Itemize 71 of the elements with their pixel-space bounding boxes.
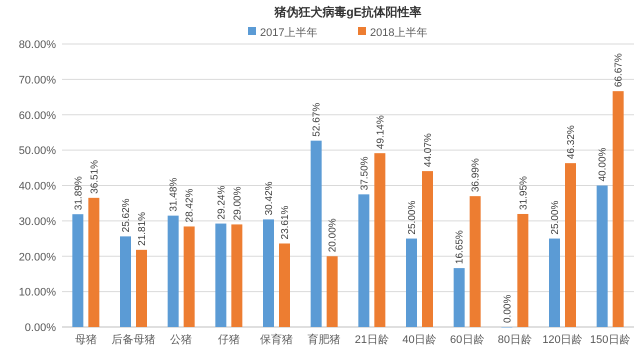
- data-label: 25.62%: [121, 198, 132, 232]
- legend-label: 2017上半年: [260, 26, 318, 39]
- x-tick-label: 仔猪: [218, 333, 240, 346]
- data-label: 30.42%: [264, 181, 275, 216]
- bar: [136, 250, 147, 327]
- y-tick-label: 0.00%: [24, 322, 56, 334]
- bar: [374, 153, 386, 327]
- data-label: 52.67%: [312, 102, 323, 137]
- bar: [120, 236, 131, 327]
- bar: [358, 194, 370, 327]
- bar: [326, 256, 338, 327]
- x-tick-label: 150日龄: [590, 334, 630, 346]
- bar: [454, 268, 465, 327]
- x-tick-label: 保育猪: [260, 333, 293, 346]
- data-label: 40.00%: [598, 147, 609, 182]
- data-label: 23.61%: [280, 205, 291, 240]
- data-label: 31.89%: [73, 176, 84, 210]
- y-tick-label: 80.00%: [18, 39, 56, 51]
- data-label: 37.50%: [359, 156, 370, 190]
- bar: [88, 198, 100, 327]
- y-tick-label: 50.00%: [18, 145, 56, 158]
- legend-label: 2018上半年: [370, 26, 428, 39]
- bar: [517, 214, 528, 327]
- bar: [612, 91, 624, 327]
- x-tick-label: 80日龄: [498, 334, 532, 346]
- bar: [310, 140, 322, 327]
- y-tick-label: 70.00%: [18, 74, 56, 86]
- bar: [596, 186, 608, 327]
- data-label: 16.65%: [454, 230, 466, 264]
- data-label: 49.14%: [375, 115, 386, 150]
- x-tick-label: 育肥猪: [308, 333, 341, 346]
- y-tick-label: 20.00%: [18, 251, 56, 264]
- bar: [184, 226, 195, 327]
- data-label: 46.32%: [566, 125, 577, 160]
- bar: [72, 214, 84, 327]
- data-label: 29.00%: [232, 186, 244, 220]
- x-tick-label: 40日龄: [402, 334, 437, 346]
- data-label: 29.24%: [216, 186, 228, 220]
- bar: [263, 219, 274, 327]
- y-tick-label: 10.00%: [18, 286, 56, 299]
- bar: [231, 224, 242, 327]
- chart-title: 猪伪狂犬病毒gE抗体阳性率: [273, 5, 422, 19]
- bar: [168, 216, 179, 327]
- bar: [565, 163, 576, 327]
- x-tick-label: 21日龄: [354, 334, 389, 346]
- data-label: 36.99%: [470, 158, 482, 192]
- data-label: 66.67%: [614, 53, 625, 88]
- data-label: 31.95%: [518, 176, 530, 210]
- data-label: 25.00%: [550, 200, 561, 235]
- x-tick-label: 后备母猪: [112, 333, 156, 346]
- x-tick-label: 母猪: [74, 333, 97, 346]
- x-tick-label: 120日龄: [542, 334, 583, 346]
- data-label: 28.42%: [184, 188, 196, 222]
- bar: [549, 238, 560, 327]
- y-tick-label: 40.00%: [18, 180, 56, 192]
- bar: [279, 243, 290, 327]
- bar: [406, 238, 417, 327]
- bar: [470, 196, 481, 327]
- x-tick-label: 60日龄: [450, 334, 484, 346]
- data-label: 21.81%: [137, 212, 148, 246]
- y-tick-label: 60.00%: [18, 110, 56, 122]
- data-label: 25.00%: [407, 200, 418, 235]
- data-label: 36.51%: [89, 160, 100, 194]
- data-label: 31.48%: [168, 178, 180, 212]
- data-label: 20.00%: [328, 218, 339, 252]
- data-label: 0.00%: [502, 294, 514, 323]
- bar: [422, 171, 433, 327]
- data-label: 44.07%: [423, 133, 434, 168]
- bar: [215, 224, 226, 327]
- x-tick-label: 公猪: [170, 333, 192, 346]
- y-tick-label: 30.00%: [18, 216, 56, 228]
